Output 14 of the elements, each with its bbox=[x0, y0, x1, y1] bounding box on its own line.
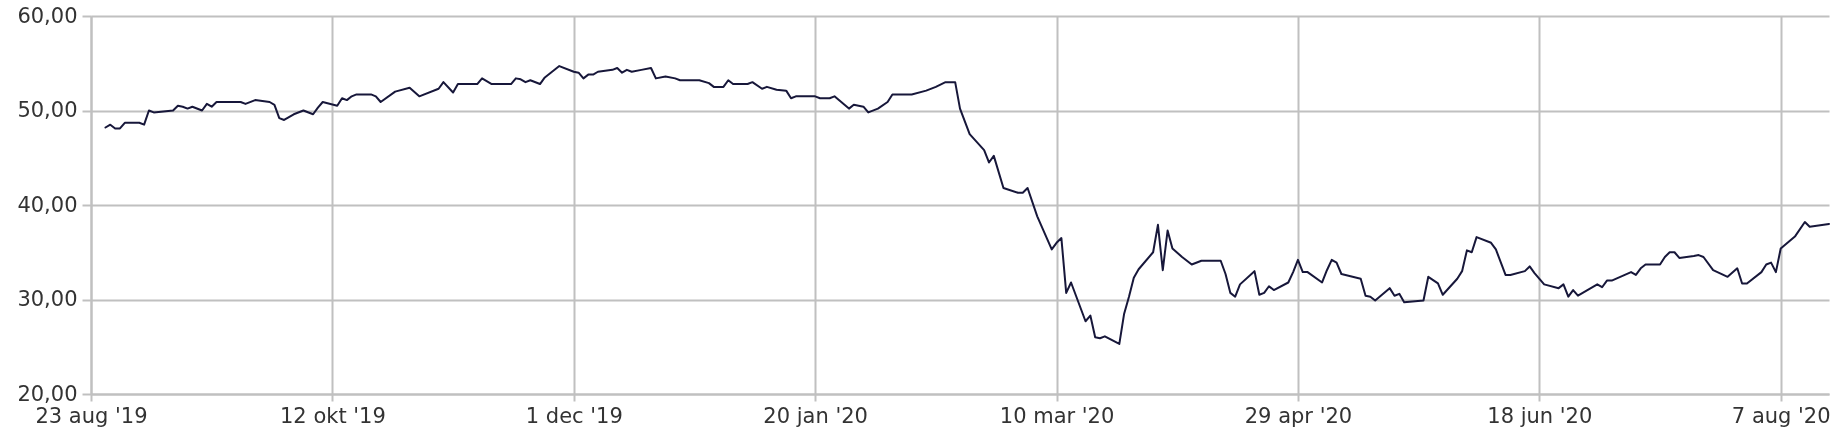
x-tick-label: 23 aug '19 bbox=[35, 403, 148, 428]
x-tick-label: 20 jan '20 bbox=[763, 403, 868, 428]
y-tick-label: 40,00 bbox=[17, 192, 78, 217]
x-tick-label: 29 apr '20 bbox=[1244, 403, 1353, 428]
line-series bbox=[104, 65, 1830, 345]
x-tick-label: 12 okt '19 bbox=[279, 403, 386, 428]
y-tick-label: 60,00 bbox=[17, 3, 78, 28]
y-tick-label: 30,00 bbox=[17, 287, 78, 311]
x-tick-label: 1 dec '19 bbox=[525, 403, 623, 428]
x-tick-label: 10 mar '20 bbox=[999, 403, 1115, 428]
y-tick-label: 50,00 bbox=[17, 98, 78, 122]
y-tick-label: 20,00 bbox=[17, 381, 78, 406]
x-tick-label: 7 aug '20 bbox=[1731, 403, 1831, 428]
x-tick-label: 18 jun '20 bbox=[1487, 403, 1593, 428]
